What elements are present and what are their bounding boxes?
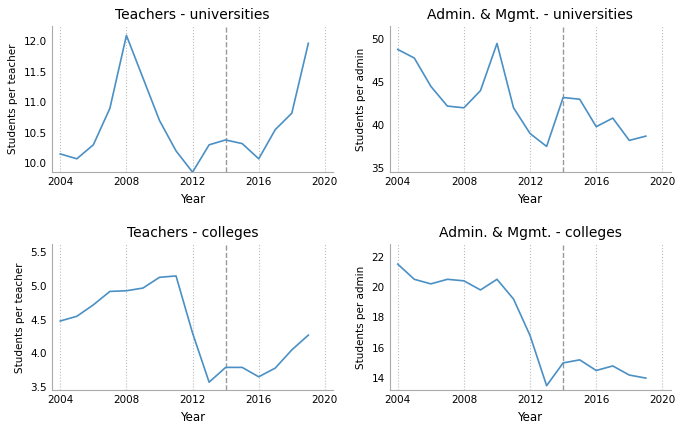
- Y-axis label: Students per admin: Students per admin: [356, 48, 366, 151]
- Title: Admin. & Mgmt. - colleges: Admin. & Mgmt. - colleges: [438, 226, 621, 241]
- Y-axis label: Students per teacher: Students per teacher: [8, 44, 18, 155]
- Y-axis label: Students per admin: Students per admin: [356, 266, 366, 369]
- Title: Teachers - universities: Teachers - universities: [115, 8, 270, 22]
- X-axis label: Year: Year: [180, 411, 205, 424]
- X-axis label: Year: Year: [517, 193, 543, 206]
- X-axis label: Year: Year: [517, 411, 543, 424]
- Y-axis label: Students per teacher: Students per teacher: [15, 262, 25, 372]
- Title: Teachers - colleges: Teachers - colleges: [127, 226, 258, 241]
- Title: Admin. & Mgmt. - universities: Admin. & Mgmt. - universities: [427, 8, 633, 22]
- X-axis label: Year: Year: [180, 193, 205, 206]
